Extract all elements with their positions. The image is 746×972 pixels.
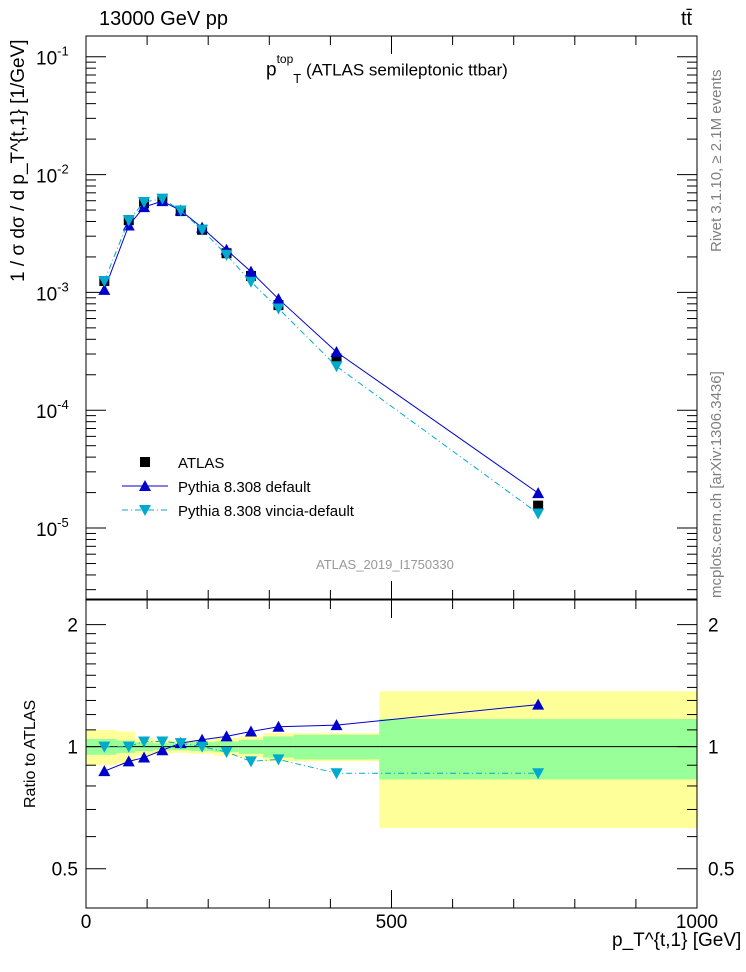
y-tick-exponent: -3 — [57, 279, 69, 294]
data-point — [196, 224, 209, 236]
header-energy-label: 13000 GeV pp — [99, 8, 228, 30]
ratio-point — [532, 698, 545, 710]
data-point — [244, 276, 257, 288]
ratio-point — [330, 719, 343, 731]
ratio-point — [122, 741, 135, 753]
ratio-point — [122, 755, 135, 767]
ratio-point — [532, 768, 545, 780]
ratio-point — [244, 725, 257, 737]
x-tick-label: 1000 — [676, 912, 718, 933]
data-point — [156, 193, 169, 205]
data-point — [533, 500, 544, 511]
ratio-point — [156, 736, 169, 748]
ratio-point — [330, 768, 343, 780]
y-tick-label: 10-2 — [36, 162, 69, 188]
ratio-point — [138, 751, 151, 763]
legend-marker — [139, 505, 151, 516]
ratio-point — [156, 744, 169, 756]
data-point — [272, 303, 285, 315]
ratio-point — [272, 720, 285, 732]
ratio-uncertainty-bands — [86, 691, 697, 829]
y-axis-label-ratio: Ratio to ATLAS — [22, 699, 39, 808]
y-tick-exponent: -2 — [57, 162, 69, 177]
legend-label: Pythia 8.308 default — [178, 479, 311, 496]
analysis-id: ATLAS_2019_I1750330 — [316, 557, 454, 572]
axis-ticks — [85, 36, 698, 909]
ratio-point — [196, 741, 209, 753]
ratio-tick-label-right: 2 — [708, 616, 719, 637]
series-line-1 — [103, 200, 539, 494]
x-tick-label: 500 — [376, 912, 408, 933]
observable-title: ptop T (ATLAS semileptonic ttbar) — [266, 52, 508, 87]
ratio-point — [220, 747, 233, 759]
y-tick-label: 10-5 — [36, 515, 69, 541]
x-tick-label: 0 — [81, 912, 92, 933]
ratio-point — [174, 738, 187, 750]
y-tick-exponent: -5 — [57, 515, 69, 530]
ratio-point — [98, 765, 111, 777]
ratio-point — [138, 736, 151, 748]
observable-sup: top — [276, 52, 294, 66]
data-point — [532, 487, 545, 499]
ratio-point — [272, 754, 285, 766]
mcplots-label: mcplots.cern.ch [arXiv:1306.3436] — [708, 371, 725, 598]
ratio-tick-label-right: 1 — [708, 738, 719, 759]
legend-marker — [139, 480, 151, 491]
ratio-tick-label: 2 — [67, 616, 78, 637]
ratio-point — [244, 756, 257, 768]
ratio-line-2 — [104, 740, 539, 774]
y-axis-label-top: 1 / σ dσ / d p_T^{t,1} [1/GeV] — [8, 39, 29, 282]
data-point — [98, 275, 111, 287]
legend: ATLAS Pythia 8.308 default Pythia 8.308 vi… — [122, 455, 355, 520]
y-tick-exponent: -1 — [57, 44, 69, 59]
data-point — [98, 283, 111, 295]
data-point — [532, 508, 545, 520]
data-point — [272, 292, 285, 304]
legend-marker — [140, 457, 150, 467]
header-process-label: tt̄ — [681, 8, 693, 30]
legend-label: ATLAS — [178, 455, 224, 472]
observable-text: (ATLAS semileptonic ttbar) — [305, 60, 508, 80]
ratio-tick-label-right: 0.5 — [708, 860, 734, 881]
ratio-tick-label: 0.5 — [52, 860, 78, 881]
data-point — [220, 249, 233, 261]
series-line-2 — [103, 198, 539, 514]
data-point — [330, 361, 343, 373]
rivet-version-label: Rivet 3.1.10, ≥ 2.1M events — [708, 69, 725, 253]
y-tick-exponent: -4 — [57, 397, 69, 412]
tick-labels: 10-5 10-4 10-3 10-2 10-1 0.5 0.5 1 1 2 2 0 500 1000 — [36, 44, 734, 933]
data-point — [331, 353, 342, 364]
observable-sub: T — [293, 71, 302, 87]
data-series — [98, 193, 545, 780]
data-point — [138, 197, 151, 209]
ratio-point — [220, 730, 233, 742]
x-axis-label: p_T^{t,1} [GeV] — [612, 930, 742, 951]
data-point — [244, 265, 257, 277]
data-point — [122, 215, 135, 227]
y-tick-label: 10-4 — [36, 397, 69, 423]
ratio-tick-label: 1 — [67, 738, 78, 759]
data-point — [174, 205, 187, 217]
y-tick-label: 10-3 — [36, 279, 69, 305]
legend-label: Pythia 8.308 vincia-default — [178, 503, 355, 520]
data-point — [330, 346, 343, 358]
ratio-point — [98, 741, 111, 753]
y-tick-label: 10-1 — [36, 44, 69, 70]
observable-symbol: p — [266, 59, 277, 81]
